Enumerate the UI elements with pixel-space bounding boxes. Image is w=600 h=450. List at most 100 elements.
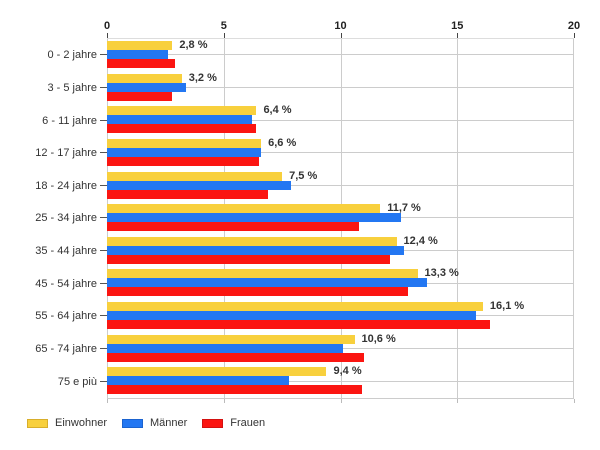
value-label: 3,2 % [188, 71, 217, 84]
bar-einwohner [107, 138, 262, 148]
category-tick-mark [100, 282, 107, 284]
x-axis-tick-label: 15 [451, 20, 464, 32]
bar-einwohner [107, 171, 283, 181]
bar-einwohner [107, 269, 418, 279]
value-label: 2,8 % [179, 39, 208, 51]
category-label: 6 - 11 jahre [42, 114, 97, 127]
legend-swatch [202, 418, 224, 428]
chart-row: 6,6 % 12 - 17 jahre [35, 136, 574, 170]
bar-einwohner [107, 204, 381, 214]
bar-m-nner [107, 213, 402, 223]
category-label: 75 e più [57, 375, 97, 388]
x-axis-bottom-tick-mark [107, 399, 108, 403]
bar-m-nner [107, 147, 262, 157]
bar-frauen [107, 287, 409, 297]
bar-einwohner [107, 236, 397, 246]
bar-frauen [107, 124, 257, 134]
bar-einwohner [107, 367, 327, 377]
category-tick-mark [100, 184, 107, 186]
category-tick-mark [100, 348, 107, 350]
bar-m-nner [107, 115, 252, 125]
legend-label: Einwohner [55, 417, 107, 429]
chart-row: 16,1 % 55 - 64 jahre [35, 300, 574, 333]
bar-m-nner [107, 311, 476, 321]
bar-frauen [107, 222, 360, 232]
horizontal-gridline [107, 380, 574, 382]
bar-einwohner [107, 334, 355, 344]
category-label: 18 - 24 jahre [35, 179, 97, 192]
x-axis-tick-label: 10 [334, 20, 347, 32]
legend-label: Männer [149, 417, 188, 429]
vertical-gridline [457, 39, 459, 398]
category-tick-mark [100, 152, 107, 154]
x-axis-tick-mark [223, 33, 225, 38]
x-axis-bottom-tick-mark [574, 399, 575, 403]
horizontal-gridline [107, 119, 574, 121]
bar-frauen [107, 320, 490, 330]
value-label: 13,3 % [424, 267, 459, 280]
x-axis-tick-mark [107, 33, 108, 38]
plot-area: 2,8 % 0 - 2 jahre 3,2 % 3 - 5 jahre 6,4 % 6 -… [35, 38, 574, 399]
legend-swatch [27, 418, 48, 428]
category-label: 12 - 17 jahre [35, 147, 97, 160]
bar-einwohner [107, 73, 182, 83]
value-label: 9,4 % [333, 365, 362, 378]
chart-row: 11,7 % 25 - 34 jahre [35, 202, 574, 235]
legend-item-einwohner: Einwohner [27, 417, 107, 429]
value-label: 6,4 % [263, 104, 292, 117]
bar-einwohner [107, 41, 173, 50]
category-tick-mark [100, 86, 107, 88]
value-label: 16,1 % [489, 300, 525, 313]
bar-m-nner [107, 180, 292, 190]
x-axis-tick-mark [457, 33, 459, 38]
value-label: 12,4 % [403, 234, 438, 247]
chart-row: 2,8 % 0 - 2 jahre [47, 39, 574, 72]
bar-frauen [107, 59, 175, 68]
chart-row: 3,2 % 3 - 5 jahre [47, 71, 574, 105]
bar-m-nner [107, 245, 404, 255]
bar-frauen [107, 156, 259, 166]
bar-m-nner [107, 278, 427, 288]
bar-frauen [107, 385, 362, 395]
x-axis-tick-mark [340, 33, 342, 38]
category-label: 55 - 64 jahre [35, 310, 97, 323]
bar-frauen [107, 91, 173, 101]
category-label: 65 - 74 jahre [35, 343, 97, 356]
category-tick-mark [100, 315, 107, 317]
category-tick-mark [100, 119, 107, 121]
vertical-gridline [573, 39, 574, 398]
category-label: 0 - 2 jahre [47, 49, 97, 62]
bar-einwohner [107, 106, 257, 116]
bar-frauen [107, 254, 390, 264]
x-axis-tick-label: 0 [103, 20, 111, 32]
x-axis-tick-mark [574, 33, 575, 38]
chart-row: 9,4 % 75 e più [58, 365, 574, 398]
value-label: 10,6 % [361, 332, 396, 345]
category-label: 35 - 44 jahre [35, 245, 97, 258]
x-axis-bottom-tick-mark [223, 399, 225, 403]
bar-frauen [107, 352, 364, 362]
value-label: 11,7 % [387, 202, 421, 215]
legend-item-m-nner: Männer [121, 417, 188, 429]
horizontal-gridline [107, 184, 574, 186]
x-axis-bottom-tick-mark [457, 399, 459, 403]
horizontal-gridline [107, 152, 574, 154]
bar-einwohner [107, 302, 483, 312]
legend-item-frauen: Frauen [202, 417, 265, 429]
x-axis-tick-label: 5 [220, 20, 227, 32]
bar-m-nner [107, 343, 343, 353]
x-axis-tick-label: 20 [567, 20, 581, 32]
chart-row: 13,3 % 45 - 54 jahre [35, 267, 574, 300]
bar-m-nner [107, 82, 187, 92]
legend-label: Frauen [230, 417, 266, 429]
chart-row: 7,5 % 18 - 24 jahre [35, 169, 574, 203]
category-tick-mark [100, 250, 107, 252]
horizontal-gridline [107, 86, 574, 88]
value-label: 6,6 % [268, 136, 297, 149]
legend-swatch [121, 418, 143, 428]
legend: Einwohner Männer Frauen [27, 417, 265, 429]
category-tick-mark [100, 54, 107, 56]
category-tick-mark [100, 380, 107, 382]
value-label: 7,5 % [289, 169, 318, 182]
